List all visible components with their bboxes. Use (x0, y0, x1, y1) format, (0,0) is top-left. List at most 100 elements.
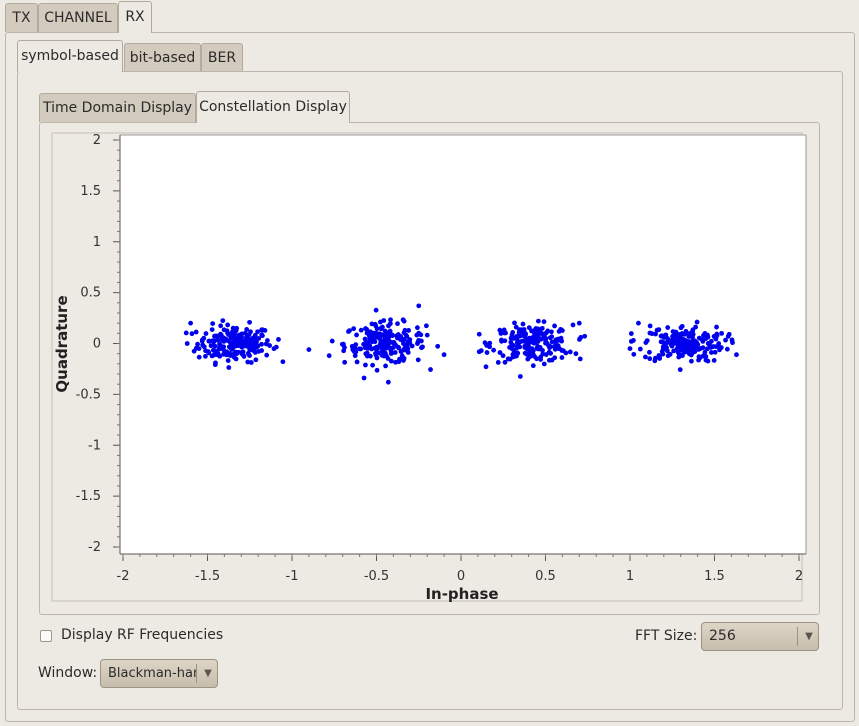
data-point (379, 339, 385, 345)
data-point (526, 347, 531, 353)
data-point (423, 323, 429, 329)
y-axis-label: Quadrature (53, 295, 71, 392)
data-point (653, 331, 658, 337)
data-point (372, 321, 378, 327)
data-point (380, 349, 386, 355)
data-point (233, 328, 239, 334)
x-tick-label: 0 (457, 569, 465, 584)
fft-size-dropdown[interactable]: 256 ▼ (701, 622, 819, 651)
data-point (403, 332, 409, 338)
y-tick-label: 2 (93, 133, 101, 148)
data-point (228, 353, 233, 358)
data-point (259, 341, 264, 347)
data-point (247, 339, 253, 345)
data-point (690, 331, 696, 337)
data-point (363, 362, 368, 368)
data-point (206, 338, 212, 344)
data-point (401, 358, 406, 363)
data-point (708, 350, 714, 355)
data-point (664, 345, 669, 350)
y-tick-label: -1.5 (76, 489, 101, 504)
data-point (672, 333, 677, 339)
data-point (358, 346, 364, 352)
data-point (714, 324, 719, 330)
data-point (700, 338, 706, 344)
data-point (685, 342, 690, 348)
data-point (418, 338, 424, 344)
tab-constellation-display[interactable]: Constellation Display (196, 91, 350, 123)
tab-ber[interactable]: BER (201, 43, 243, 72)
data-point (657, 354, 662, 360)
data-point (729, 337, 735, 343)
data-point (352, 353, 358, 359)
data-point (326, 353, 332, 359)
data-point (582, 333, 588, 339)
data-point (555, 343, 561, 348)
data-point (530, 363, 536, 369)
data-point (476, 331, 482, 337)
tab-symbol-based[interactable]: symbol-based (17, 40, 123, 72)
data-point (418, 332, 424, 338)
data-point (220, 318, 226, 324)
data-point (647, 323, 653, 329)
tab-channel[interactable]: CHANNEL (38, 3, 118, 32)
tab-tx[interactable]: TX (5, 3, 38, 32)
data-point (705, 334, 711, 340)
data-point (191, 348, 197, 354)
window-value: Blackman-harris (108, 666, 196, 681)
data-point (522, 343, 528, 349)
data-point (567, 349, 573, 355)
data-point (530, 339, 536, 344)
data-point (483, 364, 489, 370)
x-tick-label: -1 (286, 569, 299, 584)
data-point (240, 341, 246, 347)
data-point (535, 318, 541, 324)
data-point (713, 336, 719, 342)
data-point (387, 321, 393, 327)
x-tick-label: 0.5 (535, 569, 556, 584)
data-point (361, 375, 367, 381)
data-point (370, 362, 375, 368)
tab-time-domain-display[interactable]: Time Domain Display (39, 93, 196, 122)
data-point (374, 367, 380, 373)
data-point (552, 355, 558, 361)
data-point (215, 352, 220, 358)
data-point (240, 349, 246, 355)
x-tick-label: 1 (626, 569, 634, 584)
data-point (679, 352, 685, 358)
constellation-plot: 2 1.5 1 0.5 0 -0.5 -1 -1.5 -2 -2 -1.5 -1 -0.5 0 0.5 1 1… (51, 132, 807, 603)
data-point (535, 346, 541, 352)
data-point (636, 320, 641, 326)
data-point (665, 353, 671, 359)
data-point (393, 359, 398, 365)
data-point (556, 328, 562, 334)
data-point (563, 350, 569, 356)
tab-bit-based[interactable]: bit-based (124, 43, 201, 72)
data-point (543, 352, 549, 357)
data-point (700, 345, 706, 351)
data-point (246, 332, 252, 338)
data-point (695, 342, 701, 347)
data-point (664, 340, 670, 346)
y-tick-label: 1.5 (80, 184, 101, 199)
data-point (711, 357, 717, 363)
data-point (668, 341, 674, 347)
data-point (364, 341, 370, 346)
data-point (363, 326, 368, 331)
data-point (184, 341, 190, 346)
data-point (491, 347, 497, 353)
data-point (647, 349, 652, 355)
fft-size-value: 256 (709, 628, 736, 644)
data-point (206, 350, 212, 356)
data-point (252, 344, 258, 350)
data-point (703, 357, 709, 363)
tab-rx[interactable]: RX (118, 1, 152, 33)
data-point (388, 351, 394, 356)
window-dropdown[interactable]: Blackman-harris ▼ (100, 659, 218, 688)
data-point (487, 344, 493, 350)
data-point (484, 350, 490, 355)
data-point (532, 354, 537, 359)
display-rf-checkbox[interactable] (40, 630, 52, 642)
data-point (546, 357, 552, 363)
data-point (533, 326, 539, 331)
